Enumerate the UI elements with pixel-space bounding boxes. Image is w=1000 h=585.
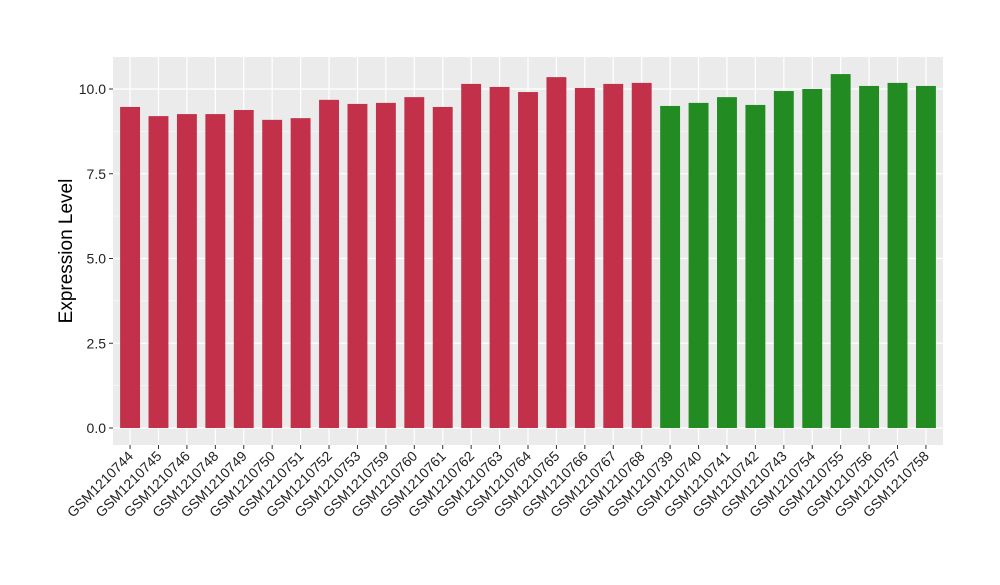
bar-GSM1210762 (461, 83, 482, 428)
bar-GSM1210739 (660, 105, 681, 428)
bar-GSM1210760 (404, 97, 425, 429)
bar-GSM1210750 (262, 119, 283, 428)
bar-GSM1210768 (631, 82, 652, 428)
bar-GSM1210758 (915, 85, 936, 428)
y-axis: 0.0 2.5 5.0 7.5 10.0 (79, 81, 113, 436)
y-tick-label: 7.5 (87, 166, 107, 182)
bar-GSM1210744 (120, 106, 141, 428)
bar-GSM1210751 (290, 118, 311, 429)
bar-GSM1210755 (830, 74, 851, 429)
bar-GSM1210745 (148, 116, 169, 429)
bar-GSM1210746 (176, 114, 197, 428)
y-tick-label: 5.0 (87, 251, 107, 267)
bar-GSM1210753 (347, 103, 368, 428)
bar-GSM1210741 (717, 97, 737, 429)
y-tick-label: 2.5 (87, 335, 107, 351)
bar-GSM1210763 (489, 86, 510, 428)
y-tick-label: 0.0 (87, 420, 107, 436)
bar-GSM1210743 (773, 91, 794, 428)
bar-GSM1210756 (859, 85, 880, 428)
bar-GSM1210765 (546, 77, 567, 428)
bar-GSM1210748 (205, 114, 226, 428)
y-axis-label: Expression Level (56, 179, 77, 324)
x-axis: GSM1210744GSM1210745GSM1210746GSM1210748… (64, 445, 932, 520)
bar-GSM1210749 (233, 110, 254, 428)
bar-GSM1210767 (603, 83, 624, 428)
bar-GSM1210759 (375, 102, 396, 429)
bar-GSM1210742 (745, 104, 766, 429)
bar-GSM1210740 (688, 102, 709, 429)
y-tick-label: 10.0 (79, 81, 106, 97)
bars (120, 74, 936, 429)
bar-GSM1210764 (518, 92, 538, 429)
bar-GSM1210754 (802, 89, 823, 428)
bar-GSM1210752 (319, 99, 339, 429)
bar-GSM1210761 (432, 106, 453, 428)
bar-GSM1210766 (574, 87, 595, 428)
bar-GSM1210757 (887, 82, 908, 428)
